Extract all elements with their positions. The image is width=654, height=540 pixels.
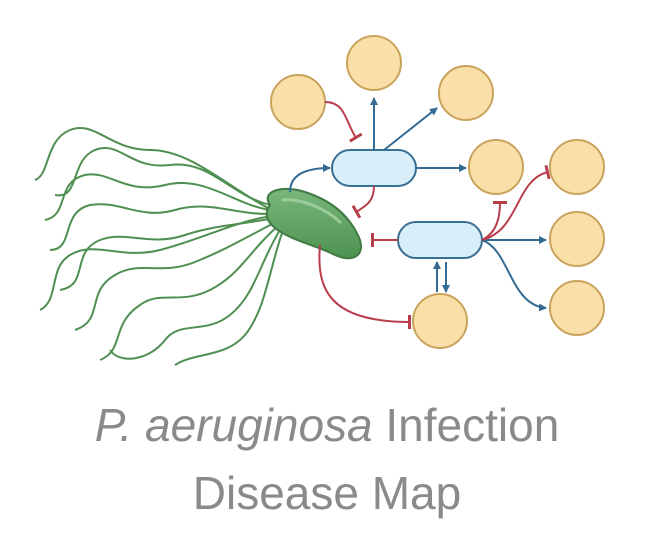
flagellum-icon <box>174 232 283 366</box>
activation-arrow-icon <box>383 107 438 151</box>
inhibition-arrow-icon <box>324 101 363 143</box>
entity-node <box>468 139 524 195</box>
entity-node <box>549 280 605 336</box>
flagellum-icon <box>99 225 279 361</box>
caption-organism: P. aeruginosa <box>94 399 373 451</box>
flagellum-icon <box>54 147 271 206</box>
inhibition-arrow-icon <box>351 185 375 219</box>
inhibition-arrow-icon <box>481 164 551 241</box>
caption-line-2: Disease Map <box>192 467 462 519</box>
caption-infection: Infection <box>372 399 560 451</box>
flagellum-icon <box>34 127 269 209</box>
disease-map-diagram <box>34 35 605 366</box>
process-node-lower <box>397 221 483 259</box>
activation-arrow-icon <box>481 239 547 312</box>
entity-node <box>549 139 605 195</box>
bacterium-icon <box>265 187 362 260</box>
process-node-upper <box>331 149 417 187</box>
flagellum-icon <box>39 215 274 311</box>
flagellum-icon <box>59 217 275 291</box>
inhibition-arrow-icon <box>318 244 412 330</box>
flagellum-icon <box>49 203 273 251</box>
entity-node <box>549 211 605 267</box>
entity-node <box>438 65 494 121</box>
flagella-group <box>34 127 283 366</box>
entity-node <box>412 293 468 349</box>
entity-node <box>270 74 326 130</box>
flagellum-icon <box>74 221 277 331</box>
inhibition-arrow-icon <box>481 200 508 241</box>
entity-node <box>346 35 402 91</box>
flagellum-icon <box>109 229 281 360</box>
flagellum-icon <box>44 173 271 221</box>
caption-line-1: P. aeruginosa Infection <box>0 402 654 448</box>
activation-arrow-icon <box>289 164 331 193</box>
